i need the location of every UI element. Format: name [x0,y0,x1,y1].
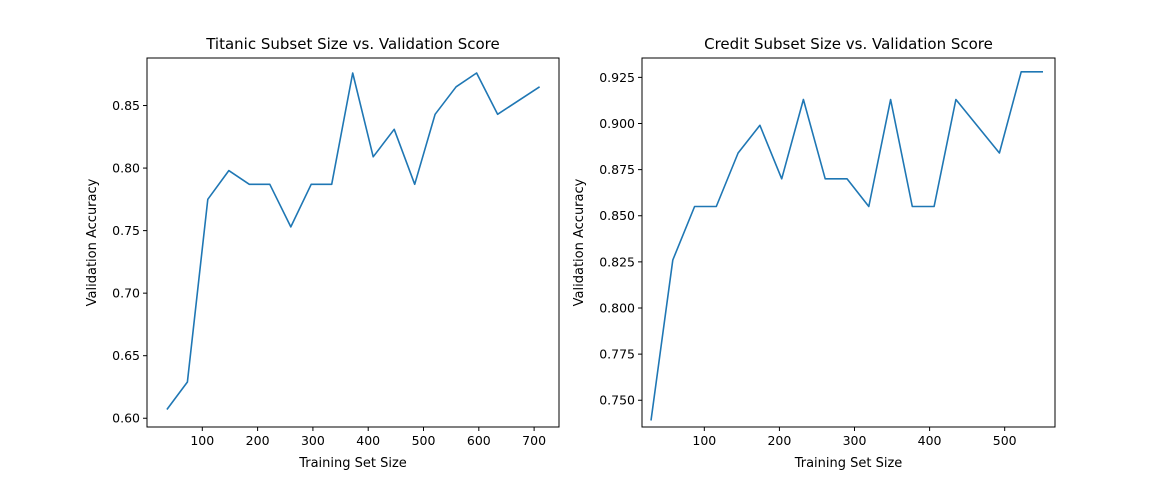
y-tick-label: 0.800 [599,300,635,315]
credit-chart: 100 200 300 400 500 0.750 0.775 0.800 0.825 0.850… [572,35,1056,471]
x-axis-label: Training Set Size [298,456,407,471]
y-tick-label: 0.750 [599,393,635,408]
x-tick-label: 300 [843,433,867,448]
y-tick-label: 0.80 [112,161,140,176]
y-tick-label: 0.75 [112,223,140,238]
x-tick-label: 400 [356,433,380,448]
y-tick-label: 0.775 [599,347,635,362]
x-tick-label: 200 [246,433,270,448]
x-tick-label: 500 [412,433,436,448]
series-line [166,72,541,410]
y-tick-label: 0.85 [112,98,140,113]
chart-title: Titanic Subset Size vs. Validation Score [205,35,500,53]
axes-frame [146,57,560,428]
x-tick-label: 300 [301,433,325,448]
y-tick-label: 0.70 [112,286,140,301]
x-tick-label: 700 [522,433,546,448]
x-tick-label: 200 [767,433,791,448]
y-tick-label: 0.900 [599,116,635,131]
y-tick-label: 0.825 [599,254,635,269]
y-tick-label: 0.925 [599,70,635,85]
y-tick-label: 0.65 [112,348,140,363]
y-tick-label: 0.875 [599,162,635,177]
y-tick-label: 0.850 [599,208,635,223]
chart-title: Credit Subset Size vs. Validation Score [704,35,993,53]
y-tick-label: 0.60 [112,411,140,426]
x-tick-label: 400 [918,433,942,448]
axes-frame [641,57,1056,428]
x-tick-label: 600 [467,433,491,448]
x-tick-label: 100 [692,433,716,448]
titanic-chart: 100 200 300 400 500 600 700 0.60 0.65 0.70 0.75 0.8… [85,35,560,471]
x-tick-label: 100 [190,433,214,448]
series-line [650,71,1043,421]
y-axis-label: Validation Accuracy [572,178,587,306]
y-axis-label: Validation Accuracy [85,178,100,306]
x-tick-label: 500 [993,433,1017,448]
x-axis-label: Training Set Size [794,456,903,471]
